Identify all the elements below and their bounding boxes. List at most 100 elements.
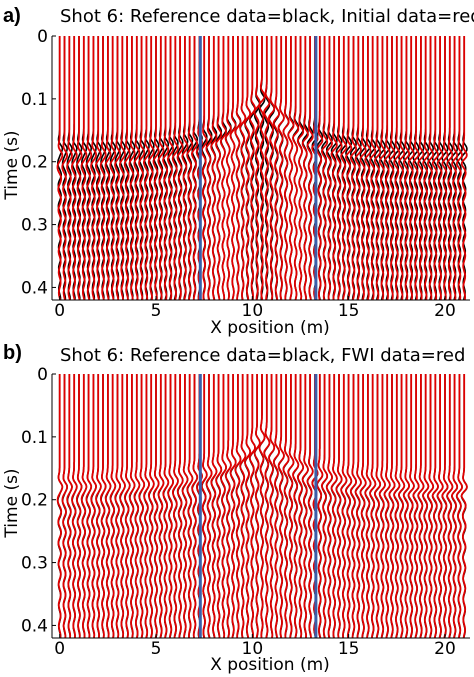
comparison-trace-1: [61, 374, 68, 638]
comparison-trace-66: [374, 374, 382, 638]
y-tick-label-1: 0.1: [21, 428, 48, 448]
comparison-trace-83: [455, 374, 463, 638]
comparison-trace-3: [70, 36, 78, 300]
comparison-trace-26: [181, 36, 189, 300]
comparison-trace-15: [128, 36, 136, 300]
comparison-trace-17: [138, 36, 146, 300]
comparison-trace-0: [56, 374, 64, 638]
comparison-trace-75: [417, 36, 425, 300]
comparison-trace-68: [383, 36, 391, 300]
comparison-trace-6: [85, 36, 93, 300]
y-tick-label-0: 0: [37, 27, 48, 47]
comparison-trace-25: [176, 374, 184, 638]
comparison-trace-49: [292, 374, 300, 638]
comparison-trace-40: [248, 36, 256, 300]
comparison-trace-54: [316, 374, 324, 638]
comparison-trace-25: [176, 36, 184, 300]
comparison-trace-55: [320, 374, 329, 638]
comparison-trace-37: [234, 374, 242, 638]
comparison-trace-73: [407, 374, 415, 638]
comparison-trace-60: [344, 36, 353, 300]
comparison-trace-8: [95, 36, 102, 300]
comparison-trace-61: [349, 374, 358, 638]
comparison-trace-17: [138, 374, 146, 638]
panel-b-title: Shot 6: Reference data=black, FWI data=r…: [60, 345, 465, 366]
comparison-trace-55: [320, 36, 329, 300]
comparison-trace-41: [253, 374, 261, 638]
comparison-trace-38: [239, 36, 247, 300]
comparison-trace-80: [441, 374, 449, 638]
comparison-trace-23: [166, 36, 174, 300]
comparison-trace-22: [162, 374, 170, 638]
comparison-trace-76: [422, 36, 430, 300]
x-tick-label-0: 0: [54, 639, 65, 659]
y-tick-label-2: 0.2: [21, 491, 48, 511]
comparison-trace-81: [446, 36, 454, 300]
comparison-trace-24: [171, 36, 179, 300]
comparison-trace-1: [61, 36, 68, 300]
comparison-trace-22: [162, 36, 170, 300]
comparison-trace-26: [181, 374, 189, 638]
comparison-trace-69: [388, 36, 396, 300]
comparison-trace-80: [441, 36, 449, 300]
y-tick-label-4: 0.4: [21, 616, 48, 636]
comparison-trace-66: [373, 36, 382, 300]
comparison-trace-13: [118, 36, 126, 300]
comparison-trace-52: [306, 374, 314, 638]
comparison-trace-2: [66, 374, 73, 638]
comparison-trace-72: [402, 36, 411, 300]
comparison-trace-11: [109, 374, 117, 638]
comparison-trace-5: [80, 36, 88, 300]
comparison-trace-6: [85, 374, 93, 638]
comparison-trace-27: [186, 374, 194, 638]
comparison-trace-72: [402, 374, 411, 638]
comparison-trace-4: [75, 36, 83, 300]
comparison-trace-4: [75, 374, 83, 638]
comparison-trace-30: [200, 36, 208, 300]
comparison-trace-47: [282, 36, 290, 300]
comparison-trace-19: [147, 374, 155, 638]
panel-b-marker-lines: [198, 374, 318, 638]
panel-a-label: a): [3, 5, 21, 27]
comparison-trace-20: [152, 374, 160, 638]
comparison-trace-5: [80, 374, 88, 638]
comparison-trace-33: [215, 374, 223, 638]
comparison-trace-18: [143, 36, 151, 300]
comparison-trace-24: [172, 374, 179, 638]
comparison-trace-74: [412, 36, 420, 300]
comparison-trace-46: [277, 36, 285, 300]
comparison-trace-21: [157, 36, 165, 300]
comparison-trace-48: [287, 374, 295, 638]
comparison-trace-49: [291, 36, 300, 300]
panel-a: a) Shot 6: Reference data=black, Initial…: [2, 5, 474, 338]
comparison-trace-44: [268, 374, 276, 638]
comparison-trace-34: [220, 374, 228, 638]
comparison-trace-64: [364, 36, 372, 300]
comparison-trace-8: [95, 374, 102, 638]
comparison-trace-83: [455, 36, 463, 300]
panel-b-axes: 0 5 10 15 20 0 0.1 0.2 0.3 0.4: [21, 365, 470, 659]
comparison-trace-54: [316, 36, 324, 300]
comparison-trace-31: [205, 36, 213, 300]
comparison-trace-67: [378, 36, 386, 300]
comparison-trace-37: [234, 36, 242, 300]
comparison-trace-56: [325, 36, 333, 300]
comparison-trace-32: [210, 36, 218, 300]
comparison-trace-51: [301, 374, 309, 638]
comparison-trace-31: [205, 374, 213, 638]
panel-b-plot-area: [56, 374, 468, 638]
comparison-trace-20: [152, 36, 160, 300]
panel-a-title: Shot 6: Reference data=black, Initial da…: [60, 6, 474, 27]
comparison-trace-13: [119, 374, 126, 638]
comparison-trace-3: [71, 374, 78, 638]
comparison-trace-78: [431, 374, 439, 638]
comparison-trace-69: [388, 374, 396, 638]
comparison-trace-36: [229, 374, 237, 638]
comparison-trace-43: [263, 374, 271, 638]
y-tick-label-0: 0: [37, 365, 48, 385]
comparison-trace-58: [335, 36, 343, 300]
y-tick-label-3: 0.3: [21, 554, 48, 574]
comparison-trace-35: [224, 36, 232, 300]
x-tick-label-1: 5: [151, 301, 162, 321]
comparison-trace-28: [190, 36, 199, 300]
